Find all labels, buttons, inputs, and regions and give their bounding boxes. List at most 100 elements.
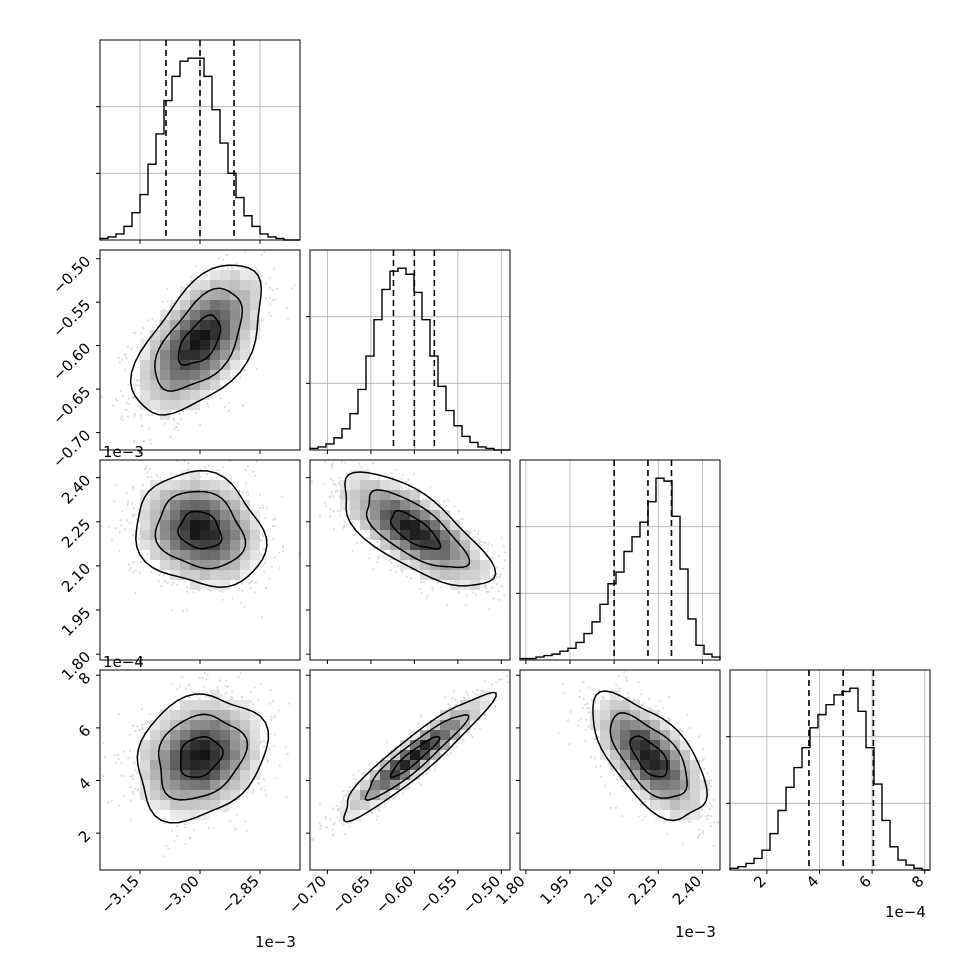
density-cell [220, 740, 230, 750]
density-cell [470, 540, 480, 550]
density-cell [650, 780, 660, 790]
density-cell [440, 560, 450, 570]
density-cell [450, 520, 460, 530]
density-cell [200, 370, 210, 380]
density-cell [230, 560, 240, 570]
density-cell [170, 500, 180, 510]
density-cell [190, 340, 200, 350]
density-cell [220, 730, 230, 740]
contour-level-1 [177, 510, 223, 550]
density-cell [380, 530, 390, 540]
density-cell [600, 710, 610, 720]
density-cell [400, 740, 410, 750]
density-cell [210, 310, 220, 320]
density-cell [190, 310, 200, 320]
density-cell [210, 350, 220, 360]
density-cell [620, 760, 630, 770]
density-cell [230, 510, 240, 520]
density-cell [660, 740, 670, 750]
density-cell [160, 310, 170, 320]
density-cell [250, 760, 260, 770]
density-cell [650, 790, 660, 800]
contour-level-1 [389, 509, 442, 550]
density-cell [350, 470, 360, 480]
contour-level-2 [364, 714, 470, 801]
density-cell [420, 740, 430, 750]
density-cell [190, 580, 200, 590]
density-cell [350, 810, 360, 820]
density-cell [160, 330, 170, 340]
density-cell [160, 530, 170, 540]
density-cell [200, 730, 210, 740]
density-cell [200, 350, 210, 360]
density-cell [210, 540, 220, 550]
density-cell [420, 540, 430, 550]
density-cell [180, 400, 190, 410]
density-cell [170, 530, 180, 540]
density-cell [690, 770, 700, 780]
density-cell [180, 350, 190, 360]
density-cell [240, 270, 250, 280]
density-cell [600, 740, 610, 750]
density-cell [220, 480, 230, 490]
density-cell [460, 700, 470, 710]
density-cell [640, 770, 650, 780]
density-cell [410, 770, 420, 780]
density-cell [180, 490, 190, 500]
density-cell [230, 520, 240, 530]
density-cell [660, 780, 670, 790]
density-cell [180, 780, 190, 790]
density-cell [410, 760, 420, 770]
density-cell [180, 480, 190, 490]
density-cell [190, 550, 200, 560]
density-cell [430, 500, 440, 510]
hist-4-steps [729, 687, 930, 871]
density-cell [250, 310, 260, 320]
density-cell [700, 790, 710, 800]
density-cell [240, 740, 250, 750]
density-cell [200, 800, 210, 810]
density-cell [390, 530, 400, 540]
density-cell [160, 400, 170, 410]
contour-level-3 [129, 264, 263, 416]
density-cell [230, 360, 240, 370]
density-cell [210, 330, 220, 340]
density-cell [170, 550, 180, 560]
density-cell [180, 370, 190, 380]
density-cell [190, 540, 200, 550]
density-cell [380, 510, 390, 520]
density-cell [210, 500, 220, 510]
density-cell [200, 360, 210, 370]
density-cell [220, 510, 230, 520]
density-cell [680, 750, 690, 760]
density-cell [390, 500, 400, 510]
density-cell [220, 710, 230, 720]
density-cell [220, 500, 230, 510]
density-cell [470, 560, 480, 570]
density-cell [180, 500, 190, 510]
density-cell [170, 520, 180, 530]
density-cell [670, 750, 680, 760]
density-cell [620, 700, 630, 710]
contour-level-3 [343, 691, 497, 823]
density-cell [160, 340, 170, 350]
density-cell [450, 530, 460, 540]
density-cell [170, 710, 180, 720]
density-cell [250, 270, 260, 280]
density-cell [420, 560, 430, 570]
density-cell [170, 350, 180, 360]
density-cell [200, 500, 210, 510]
density-cell [230, 270, 240, 280]
density-cell [210, 700, 220, 710]
panel-frame [309, 459, 511, 661]
density-cell [650, 720, 660, 730]
density-cell [170, 310, 180, 320]
density-cell [160, 370, 170, 380]
y-tick-label-p4-1: 2 [75, 827, 94, 846]
density-cell [610, 730, 620, 740]
density-cell [350, 790, 360, 800]
density-cell [430, 570, 440, 580]
panel-content [310, 674, 510, 848]
density-cell [340, 500, 350, 510]
density-cell [430, 520, 440, 530]
